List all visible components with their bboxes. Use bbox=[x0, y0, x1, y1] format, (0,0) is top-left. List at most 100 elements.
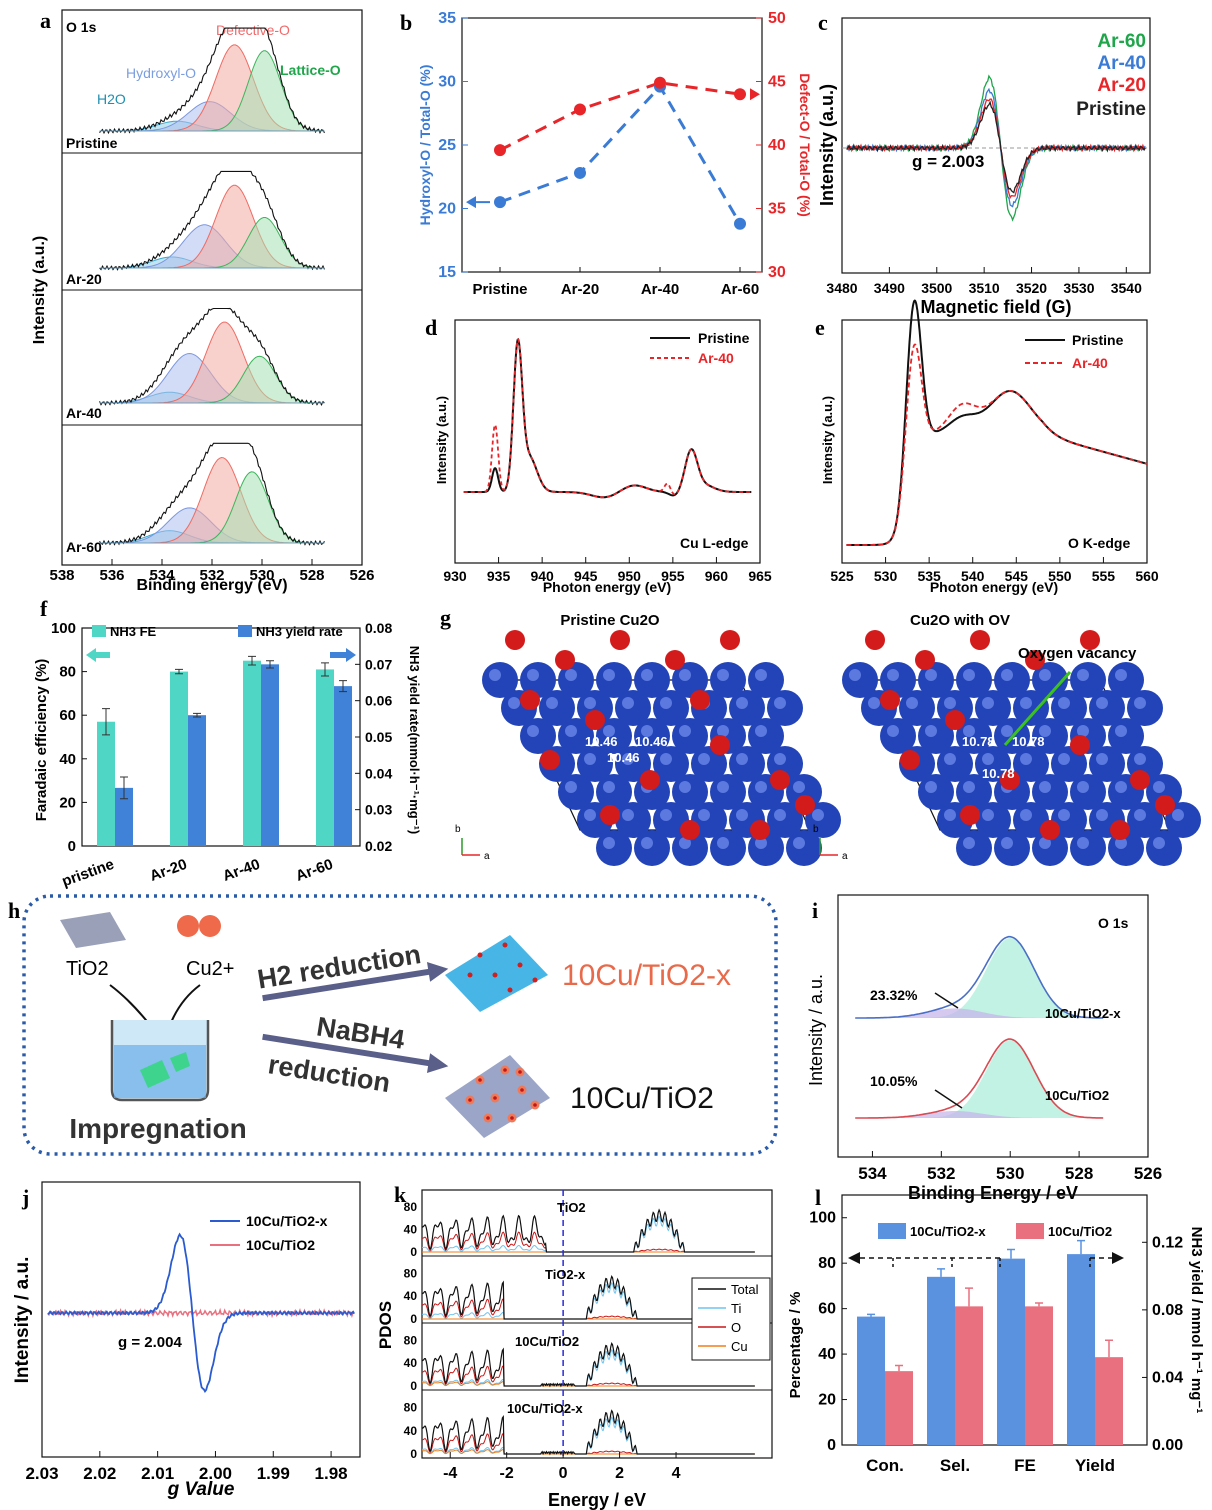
tick-label: 40 bbox=[59, 751, 76, 768]
error-bar bbox=[175, 668, 183, 675]
total-pdos bbox=[421, 1208, 755, 1253]
atom-highlight bbox=[1134, 697, 1146, 709]
bar-cutio2 bbox=[885, 1371, 913, 1445]
arrow-left-icon bbox=[848, 1252, 860, 1264]
tick-label-left: 35 bbox=[438, 10, 456, 27]
atom-highlight bbox=[1039, 781, 1051, 793]
sample-label: Ar-40 bbox=[66, 405, 102, 421]
x-axis-label: Photon energy (eV) bbox=[930, 579, 1058, 595]
legend-swatch bbox=[878, 1223, 906, 1239]
tick-label: 40 bbox=[818, 1346, 836, 1363]
atom-highlight bbox=[736, 809, 748, 821]
atom-highlight bbox=[755, 837, 767, 849]
atom-highlight bbox=[660, 753, 672, 765]
o-atom bbox=[1130, 770, 1150, 790]
data-point-hydroxyl bbox=[494, 196, 506, 209]
panel-j-plot: 2.03 2.02 2.01 2.00 1.99 1.98 bbox=[25, 1232, 355, 1483]
cu-dot bbox=[467, 972, 473, 978]
tick-label: 80 bbox=[818, 1255, 836, 1272]
legend-ar40: Ar-40 bbox=[1097, 53, 1146, 74]
o-pdos bbox=[421, 1231, 755, 1253]
distance-label: 10.46 bbox=[585, 734, 618, 749]
y-axis-left-label: Faradaic efficiency (%) bbox=[33, 659, 50, 822]
total-spectrum bbox=[99, 27, 325, 135]
x-axis-label: g Value bbox=[167, 1479, 235, 1500]
tick-label-left: 20 bbox=[438, 201, 456, 218]
y-axis-left-label: Percentage / % bbox=[787, 1292, 804, 1399]
total-spectrum bbox=[99, 307, 325, 406]
o-atom bbox=[520, 690, 540, 710]
atom-highlight bbox=[1096, 697, 1108, 709]
cu-dot bbox=[492, 972, 498, 978]
bar-cutio2x bbox=[927, 1276, 955, 1445]
nabh4-reduction-arrow: NaBH4 reduction bbox=[262, 1011, 449, 1098]
o1s-title: O 1s bbox=[1098, 915, 1129, 931]
bottom-percentage: 10.05% bbox=[870, 1073, 918, 1089]
bar-yield bbox=[261, 664, 279, 846]
cu-atom bbox=[596, 830, 632, 866]
atom-highlight bbox=[774, 809, 786, 821]
legend-ar40: Ar-40 bbox=[698, 350, 734, 366]
cu-dot bbox=[502, 942, 508, 948]
legend-ar60: Ar-60 bbox=[1097, 31, 1146, 52]
panel-a-x-ticks: 538 536 534 532 530 528 526 bbox=[49, 559, 375, 584]
atom-highlight bbox=[1058, 809, 1070, 821]
atom-highlight bbox=[622, 697, 634, 709]
tick-label: 540 bbox=[961, 568, 985, 584]
category-label: Ar-40 bbox=[641, 281, 679, 298]
cu-atom bbox=[786, 830, 822, 866]
y-axis-label: Intensity (a.u.) bbox=[817, 84, 837, 206]
tick-label: 0.06 bbox=[365, 693, 392, 709]
o-atom bbox=[505, 630, 525, 650]
atom-highlight bbox=[1020, 809, 1032, 821]
o-atom bbox=[865, 630, 885, 650]
cu-dots bbox=[465, 1065, 540, 1123]
cu-label: Cu2+ bbox=[186, 958, 234, 980]
tick-label: 530 bbox=[996, 1164, 1024, 1183]
scheme-frame bbox=[22, 894, 778, 1156]
cu-core bbox=[486, 1116, 490, 1120]
tick-label: 100 bbox=[809, 1210, 836, 1227]
legend-yield: NH3 yield rate bbox=[256, 624, 343, 639]
pristine-structure bbox=[482, 630, 841, 866]
atom-highlight bbox=[622, 753, 634, 765]
y-axis-label: PDOS bbox=[376, 1301, 395, 1349]
bar-cutio2 bbox=[1025, 1306, 1053, 1445]
atom-highlight bbox=[755, 669, 767, 681]
lattice-label: Lattice-O bbox=[280, 62, 341, 78]
arrow-right-icon bbox=[750, 88, 760, 101]
error-bar bbox=[193, 712, 201, 718]
total-spectrum bbox=[99, 170, 326, 271]
tick-label: 930 bbox=[443, 568, 467, 584]
legend-swatch bbox=[1016, 1223, 1044, 1239]
atom-highlight bbox=[603, 781, 615, 793]
error-bar bbox=[1105, 1339, 1113, 1358]
bar-fe bbox=[243, 660, 261, 846]
tio2-label: TiO2 bbox=[66, 958, 109, 980]
tick-label: 2.01 bbox=[141, 1464, 174, 1483]
x-axis-label: Magnetic field (G) bbox=[920, 297, 1071, 317]
atom-highlight bbox=[641, 669, 653, 681]
atom-highlight bbox=[546, 697, 558, 709]
panel-k: k 0 40 80 0 40 80 0 40 80 0 40 80 -4 -2 0 2 4 TiO2 TiO2-… bbox=[376, 1182, 773, 1510]
tick-label: 0.08 bbox=[1152, 1302, 1183, 1319]
distance-label: 10.46 bbox=[607, 750, 640, 765]
arrow-right-icon bbox=[1112, 1252, 1124, 1264]
atom-highlight bbox=[717, 725, 729, 737]
atom-highlight bbox=[944, 753, 956, 765]
atom-highlight bbox=[641, 725, 653, 737]
atom-highlight bbox=[1077, 837, 1089, 849]
bottom-sample-label: 10Cu/TiO2 bbox=[1045, 1088, 1109, 1103]
tick-label: 20 bbox=[818, 1392, 836, 1409]
atom-highlight bbox=[508, 697, 520, 709]
tick-label: -4 bbox=[443, 1465, 457, 1482]
panel-j: j 2.03 2.02 2.01 2.00 1.99 1.98 10Cu/TiO2-x 1… bbox=[12, 1181, 361, 1500]
top-percentage: 23.32% bbox=[870, 987, 918, 1003]
cu-atom bbox=[710, 830, 746, 866]
atom-highlight bbox=[944, 809, 956, 821]
defect-peak bbox=[855, 1111, 1104, 1118]
atom-highlight bbox=[736, 753, 748, 765]
tick-label: 3490 bbox=[874, 280, 905, 296]
edge-label: Cu L-edge bbox=[680, 535, 749, 551]
tick-label-left: 15 bbox=[438, 264, 456, 281]
